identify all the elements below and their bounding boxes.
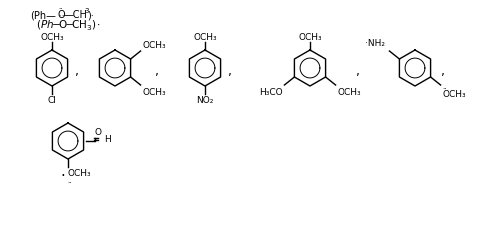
Text: OCH₃: OCH₃ — [442, 90, 465, 99]
Text: —CH: —CH — [64, 10, 88, 20]
Text: OCH₃: OCH₃ — [142, 88, 166, 97]
Text: ,: , — [75, 64, 79, 77]
Text: ,: , — [155, 64, 159, 77]
Text: ,: , — [440, 64, 444, 77]
Text: $(Ph\!\mathrm{-}\!\overset{\cdot\cdot}{\mathrm{O}}\!\mathrm{-}\!\mathrm{CH_3})\!: $(Ph\!\mathrm{-}\!\overset{\cdot\cdot}{\… — [36, 14, 100, 33]
Text: O: O — [58, 10, 65, 20]
Text: OCH₃: OCH₃ — [193, 33, 216, 42]
Text: ··: ·· — [58, 6, 62, 12]
Text: Cl: Cl — [47, 96, 56, 105]
Text: OCH₃: OCH₃ — [68, 168, 91, 177]
Text: ··: ·· — [442, 86, 446, 92]
Text: H₃CO: H₃CO — [258, 88, 282, 97]
Text: ,: , — [355, 64, 359, 77]
Text: H: H — [104, 134, 110, 143]
Text: ··: ·· — [67, 179, 71, 185]
Text: 3: 3 — [84, 8, 88, 14]
Text: OCH₃: OCH₃ — [142, 41, 166, 50]
Text: O: O — [95, 128, 102, 137]
Text: ,: , — [227, 64, 231, 77]
Text: OCH₃: OCH₃ — [40, 33, 64, 42]
Text: OCH₃: OCH₃ — [337, 88, 361, 97]
Text: ·NH₂: ·NH₂ — [364, 39, 385, 48]
Text: )·: )· — [87, 10, 93, 20]
Text: OCH₃: OCH₃ — [298, 33, 321, 42]
Text: (Ph—: (Ph— — [30, 10, 56, 20]
Text: NO₂: NO₂ — [196, 96, 213, 105]
Text: ·: · — [60, 168, 65, 183]
